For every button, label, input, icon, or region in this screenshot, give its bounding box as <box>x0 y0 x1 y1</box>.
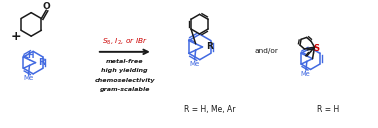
Text: R: R <box>206 42 213 51</box>
Text: H: H <box>27 51 34 60</box>
Text: Me: Me <box>189 61 200 67</box>
Text: Me: Me <box>23 75 33 81</box>
Text: R = H: R = H <box>317 105 339 114</box>
Text: high yielding: high yielding <box>101 68 148 73</box>
Text: metal-free: metal-free <box>106 59 144 64</box>
Text: R: R <box>38 58 45 67</box>
Text: O: O <box>42 2 50 11</box>
Text: $S_8$, $I_2$, or IBr: $S_8$, $I_2$, or IBr <box>102 37 148 47</box>
Text: R = H, Me, Ar: R = H, Me, Ar <box>184 105 235 114</box>
Text: +: + <box>10 30 21 43</box>
Text: Me: Me <box>301 71 310 77</box>
Text: gram-scalable: gram-scalable <box>99 87 150 92</box>
Text: chemoselectivity: chemoselectivity <box>94 78 155 83</box>
Text: and/or: and/or <box>254 48 278 54</box>
Text: S: S <box>313 44 319 53</box>
